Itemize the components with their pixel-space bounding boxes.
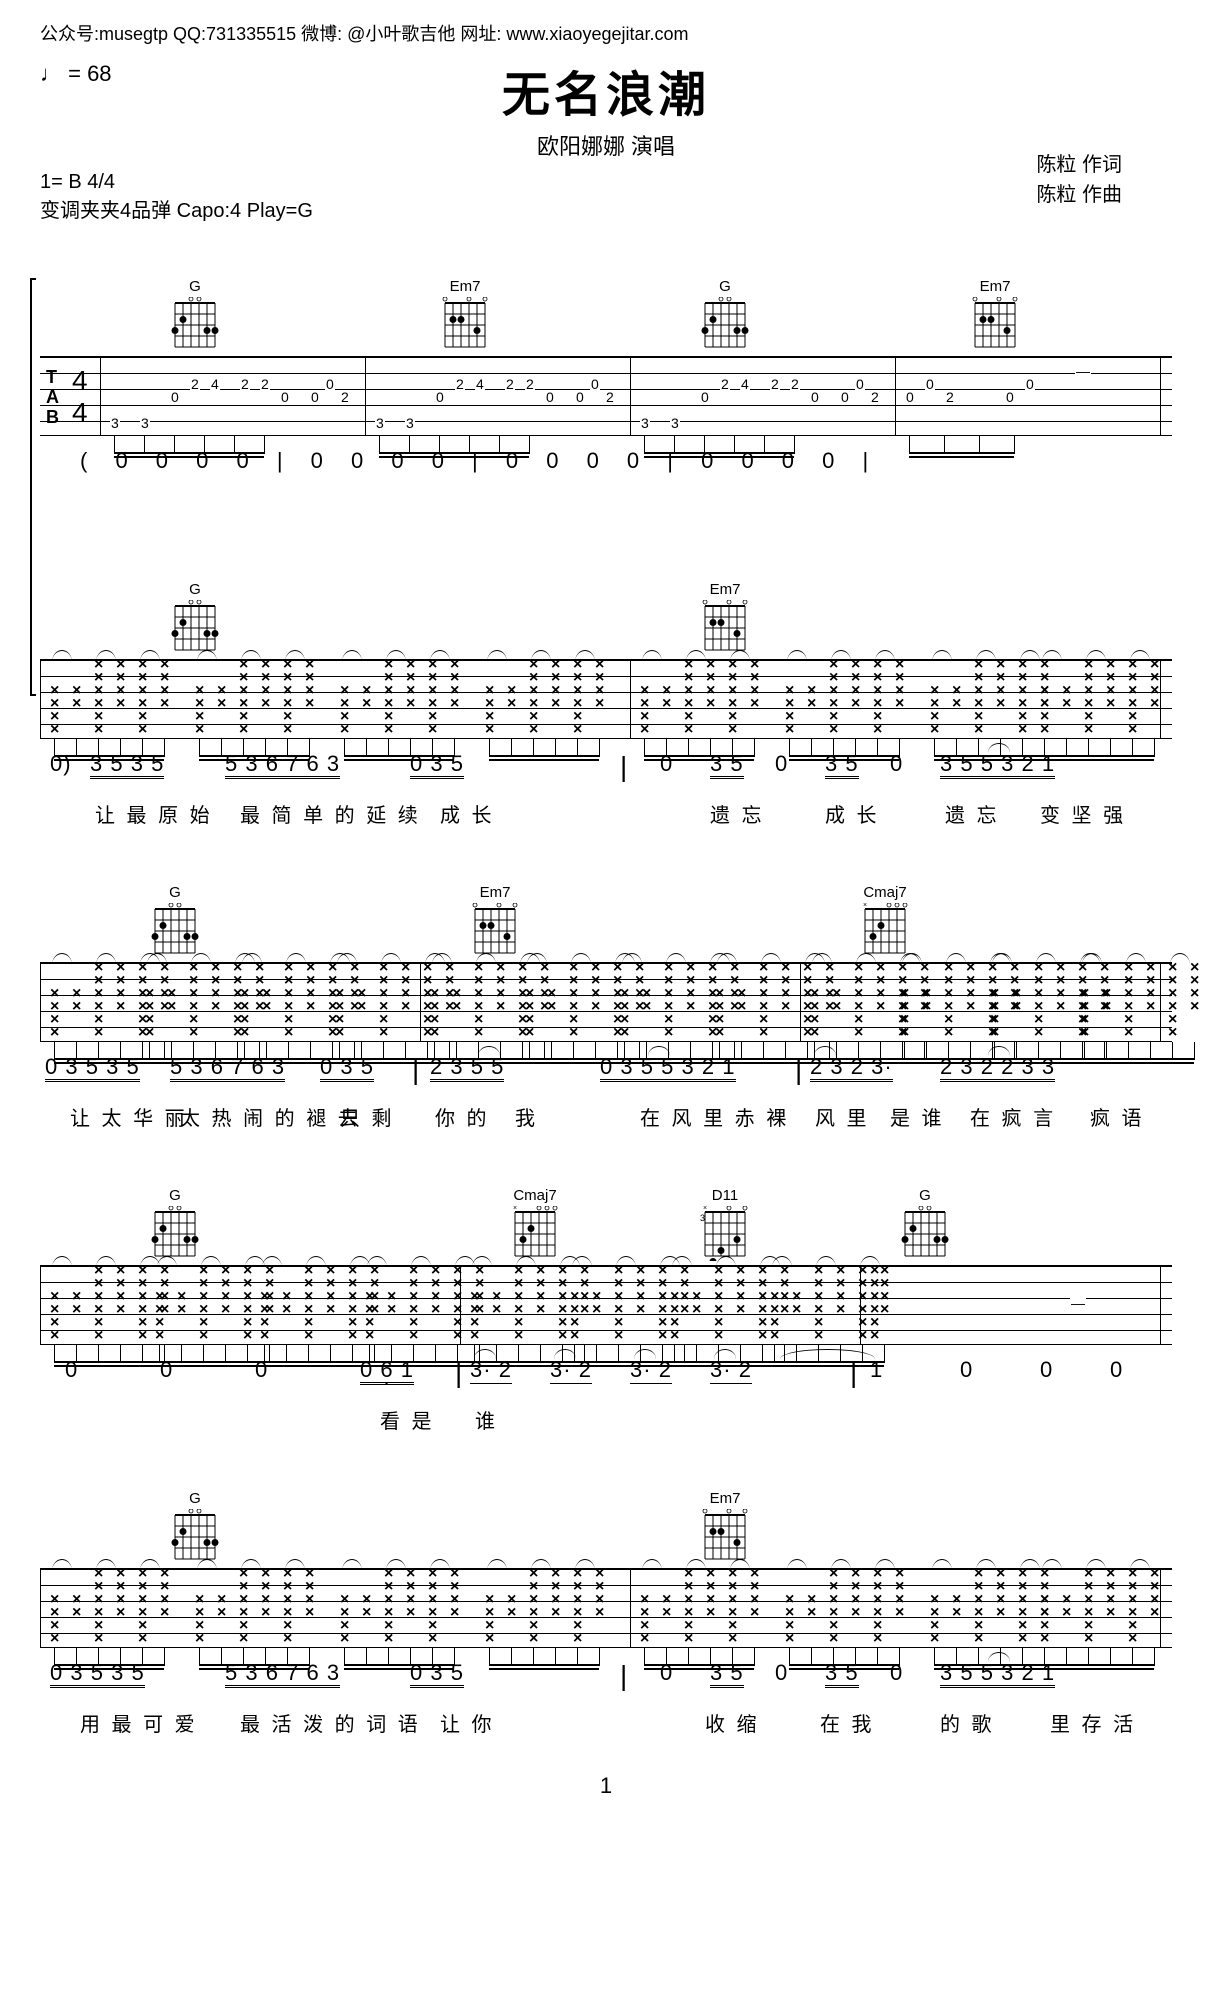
chord-diagram: G	[170, 581, 220, 655]
composer-credit: 陈粒 作曲	[1036, 180, 1122, 210]
chord-diagram: G	[170, 1490, 220, 1564]
capo-info: 变调夹夹4品弹 Capo:4 Play=G	[40, 194, 1172, 223]
music-systems: GEm7GEm7TAB44330242200023302422000233024…	[40, 278, 1172, 1738]
lyrics-line: 看 是谁	[40, 1405, 1172, 1435]
tab-staff: ××××××××××××××××××××××××××××××××××××××××…	[40, 659, 1172, 739]
chord-diagram: G	[150, 1187, 200, 1261]
chord-diagram: Cmaj7×	[860, 884, 910, 958]
chord-diagram: G	[150, 884, 200, 958]
chord-diagram: Cmaj7×	[510, 1187, 560, 1261]
tab-staff: ××××××××××××××××××××××××××××××××××××××××…	[40, 1568, 1172, 1648]
jianpu-notation: 0 3 5 3 5 5 3 6 7 6 3 0 3 5 2 3 5 5 0 3 …	[40, 1054, 1172, 1094]
chord-diagram: G	[900, 1187, 950, 1261]
jianpu-notation: 0000 6 1 3· 2 3· 2 3· 2 3· 2 1000||	[40, 1357, 1172, 1397]
chord-diagram: Em7	[440, 278, 490, 352]
chord-diagram: D113×	[700, 1187, 750, 1261]
chord-diagram: Em7	[970, 278, 1020, 352]
chord-diagram: G	[170, 278, 220, 352]
lyricist-credit: 陈粒 作词	[1036, 150, 1122, 180]
music-system: GEm7Cmaj7×××××××××××××××××××××××××××××××…	[40, 884, 1172, 1132]
tab-staff: ××××××××××××××××××××××××××××××××××××××××…	[40, 1265, 1172, 1345]
lyrics-line: 让 最 原 始最 简 单 的 延 续成 长遗 忘成 长遗 忘变 坚 强	[40, 799, 1172, 829]
song-title: 无名浪潮	[40, 55, 1172, 125]
page-number: 1	[40, 1773, 1172, 1799]
music-system: G Em7××××××××××××××××××××××××××××××××××××…	[40, 1490, 1172, 1738]
jianpu-notation: 0)3 5 3 5 5 3 6 7 6 3 0 3 5 03 5 03 5 03…	[40, 751, 1172, 791]
svg-text:3: 3	[700, 1213, 705, 1223]
lyrics-line: 用 最 可 爱最 活 泼 的 词 语让 你收 缩在 我的 歌里 存 活	[40, 1708, 1172, 1738]
jianpu-notation: 0 3 5 3 5 5 3 6 7 6 3 0 3 5 03 5 03 5 03…	[40, 1660, 1172, 1700]
tab-staff: TAB4433024220002330242200023302422000200…	[40, 356, 1172, 436]
lyrics-line: 让 太 华 丽太 热 闹 的 褪 去只 剩你 的我在 风 里 赤 裸风 里是 谁…	[40, 1102, 1172, 1132]
music-system: G Em7 G Em7TAB44330242200023302422000233024…	[40, 278, 1172, 526]
music-system: GCmaj7×D113×G×××××××××××××××××××××××××××…	[40, 1187, 1172, 1435]
svg-text:×: ×	[863, 903, 867, 909]
tab-staff: ××××××××××××××××××××××××××××××××××××××××…	[40, 962, 1172, 1042]
chord-diagram: Em7	[700, 1490, 750, 1564]
jianpu-notation: ( 0 0 0 0 | 0 0 0 0 | 0 0 0 0 | 0 0 0 0 …	[40, 448, 1172, 488]
svg-text:×: ×	[703, 1206, 707, 1212]
song-subtitle: 欧阳娜娜 演唱	[40, 129, 1172, 161]
chord-diagram: Em7	[470, 884, 520, 958]
svg-text:×: ×	[513, 1206, 517, 1212]
key-signature: 1= B 4/4	[40, 171, 1172, 194]
chord-diagram: Em7	[700, 581, 750, 655]
source-info: 公众号:musegtp QQ:731335515 微博: @小叶歌吉他 网址: …	[40, 20, 1172, 46]
chord-diagram: G	[700, 278, 750, 352]
music-system: G Em7××××××××××××××××××××××××××××××××××××…	[40, 581, 1172, 829]
lyrics-line	[40, 496, 1172, 526]
